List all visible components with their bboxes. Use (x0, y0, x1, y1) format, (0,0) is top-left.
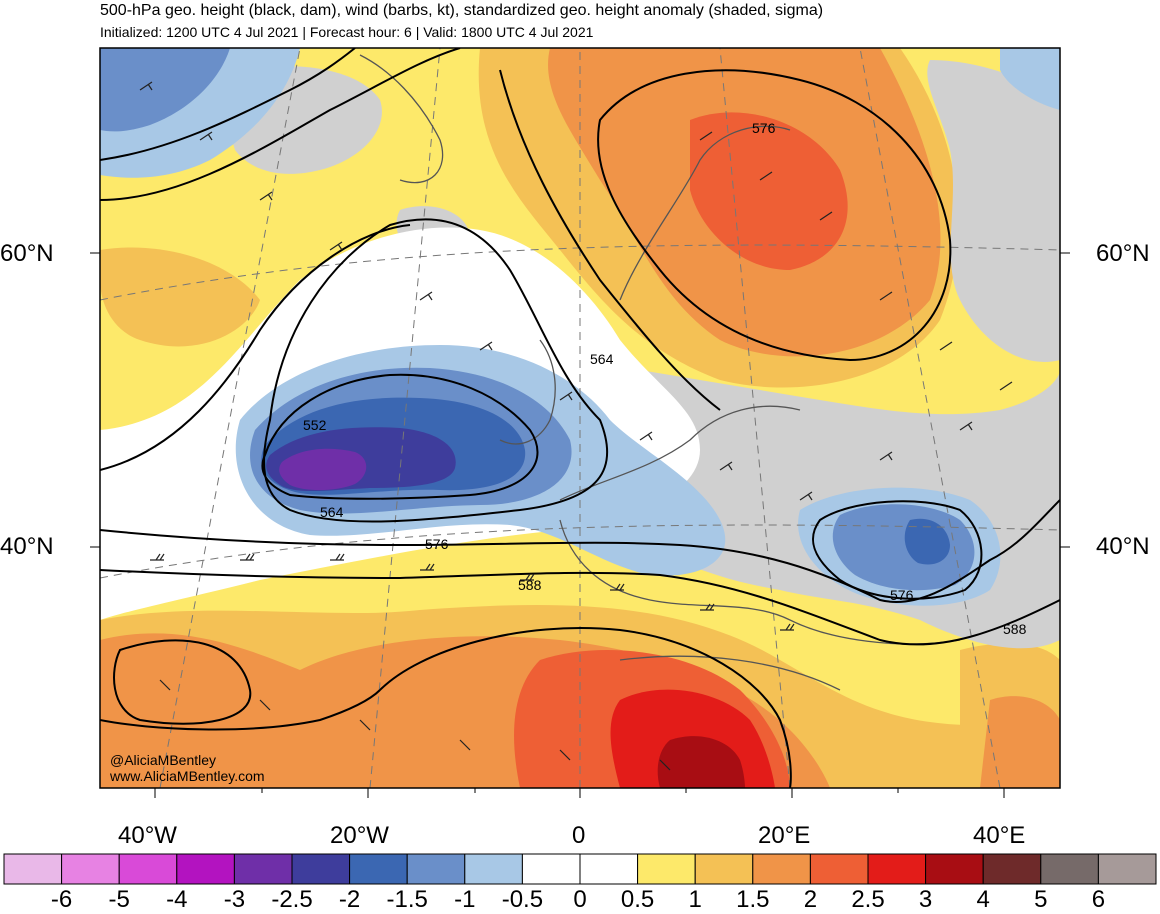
anomaly-area (100, 48, 230, 132)
contour-labels: 576 564 552 564 576 588 576 588 (303, 120, 1027, 637)
colorbar-label: -5 (108, 886, 130, 913)
colorbar-swatch (521, 853, 581, 885)
colorbar-label: 4 (976, 886, 990, 913)
chart-subtitle: Initialized: 1200 UTC 4 Jul 2021 | Forec… (100, 24, 594, 40)
lat-label-left: 60°N (0, 240, 54, 267)
lon-label: 20°E (758, 822, 811, 849)
lon-label: 0 (572, 822, 586, 849)
colorbar-swatch (579, 853, 639, 885)
lat-label-left: 40°N (0, 533, 54, 560)
colorbar-label: 2 (803, 886, 818, 913)
lat-label-right: 60°N (1096, 240, 1150, 267)
anomaly-area (980, 696, 1060, 788)
colorbar-swatch (867, 853, 927, 885)
lon-label: 40°W (118, 822, 177, 849)
anomaly-area (100, 247, 260, 347)
colorbar-label: -1 (454, 886, 476, 913)
height-contours (100, 48, 1060, 788)
contour-label: 564 (590, 351, 614, 367)
colorbar-swatch (291, 853, 351, 885)
colorbar-swatch (694, 853, 754, 885)
colorbar-label: -0.5 (501, 886, 544, 913)
anomaly-area (279, 448, 367, 491)
colorbar-swatch (349, 853, 408, 885)
colorbar-label: -3 (223, 886, 246, 913)
anomaly-area (904, 518, 950, 565)
colorbar-label: 2.5 (851, 886, 885, 913)
land-area (927, 60, 1060, 362)
colorbar-swatch (61, 853, 120, 885)
colorbar-swatch (982, 853, 1042, 885)
contour-label: 564 (320, 504, 344, 520)
lat-label-right: 40°N (1096, 533, 1150, 560)
colorbar-label: -2.5 (271, 886, 313, 913)
contour-label: 588 (1003, 621, 1027, 637)
colorbar-swatch (1097, 853, 1157, 885)
contour-label: 576 (752, 120, 776, 136)
lon-label: 40°E (973, 822, 1026, 849)
colorbar-swatch (233, 853, 293, 885)
credit-url: www.AliciaMBentley.com (110, 768, 265, 784)
contour-label: 552 (303, 417, 327, 433)
colorbar-label: -6 (50, 886, 73, 913)
colorbar-label: 1 (688, 886, 702, 913)
colorbar-label: 3 (918, 886, 933, 913)
colorbar-swatch (925, 853, 984, 885)
graticule (100, 48, 1060, 788)
colorbar-swatch (1040, 853, 1099, 885)
colorbar-label: -1.5 (386, 886, 428, 913)
credit-handle: @AliciaMBentley (110, 752, 217, 768)
colorbar-label: 0.5 (620, 886, 655, 913)
colorbar-swatch (464, 853, 523, 885)
chart-title: 500-hPa geo. height (black, dam), wind (… (100, 2, 824, 19)
anomaly-area (1000, 48, 1060, 110)
lon-label: 20°W (330, 822, 389, 849)
colorbar-swatch (118, 853, 178, 885)
colorbar-swatch (406, 853, 466, 885)
colorbar-swatch (3, 853, 63, 885)
colorbar-label: 6 (1091, 886, 1106, 913)
colorbar-label: 5 (1034, 886, 1048, 913)
contour-label: 588 (518, 577, 542, 593)
colorbar-label: -4 (166, 886, 188, 913)
anomaly-area (690, 112, 848, 270)
colorbar-label: 0 (573, 886, 587, 913)
colorbar-swatch (752, 853, 811, 885)
contour-label: 576 (425, 536, 449, 552)
colorbar-swatch (176, 853, 235, 885)
colorbar (3, 853, 1157, 885)
anomaly-area (657, 736, 745, 788)
colorbar-swatch (637, 853, 696, 885)
colorbar-label: 1.5 (736, 886, 770, 913)
colorbar-label: -2 (338, 886, 361, 913)
coastlines (359, 54, 961, 691)
contour-label: 576 (890, 587, 914, 603)
colorbar-swatch (809, 853, 869, 885)
wind-barbs (139, 81, 1013, 771)
